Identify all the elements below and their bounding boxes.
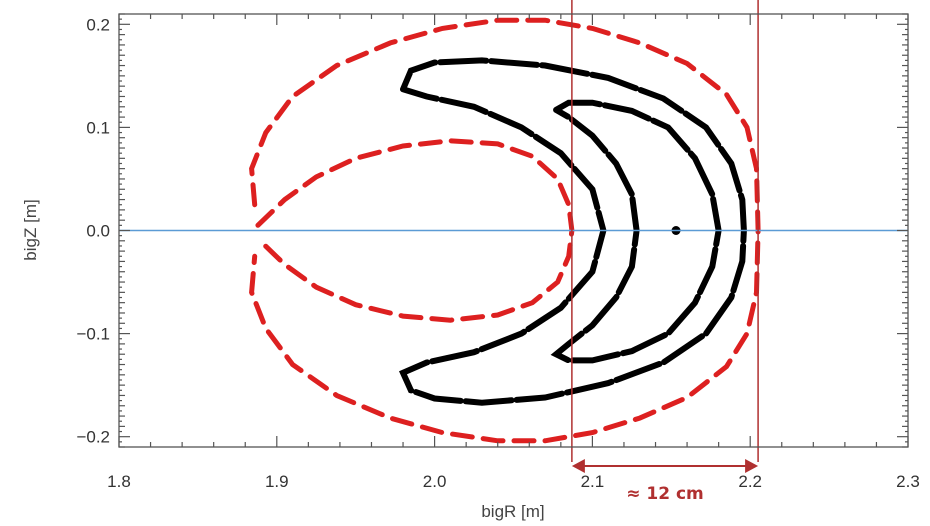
axis-ticks: [118, 13, 909, 448]
arrow-head-left-icon: [571, 459, 585, 473]
tick-labels: 1.8 1.9 2.0 2.1 2.2 2.3 −0.2 −0.1 0.0 0.1 0.2: [76, 15, 919, 491]
y-tick-label: 0.1: [86, 118, 110, 137]
x-axis-title: bigR [m]: [481, 502, 544, 521]
series-2-outer_crescent: [399, 57, 747, 406]
width-annotation-label: ≈ 12 cm: [626, 484, 704, 504]
arrow-head-right-icon: [745, 459, 759, 473]
x-tick-label: 2.2: [738, 472, 762, 491]
reference-lines: [119, 0, 908, 462]
y-tick-label: −0.1: [76, 325, 110, 344]
y-tick-label: 0.0: [86, 222, 110, 241]
x-tick-label: 1.8: [107, 472, 131, 491]
x-tick-label: 2.3: [896, 472, 920, 491]
x-tick-label: 2.0: [423, 472, 447, 491]
x-tick-label: 1.9: [265, 472, 289, 491]
y-tick-label: 0.2: [86, 15, 110, 34]
x-tick-label: 2.1: [581, 472, 605, 491]
width-annotation: ≈ 12 cm: [571, 459, 759, 504]
y-tick-label: −0.2: [76, 428, 110, 447]
y-axis-title: bigZ [m]: [21, 199, 40, 260]
series-3-inner_crescent: [550, 99, 722, 364]
